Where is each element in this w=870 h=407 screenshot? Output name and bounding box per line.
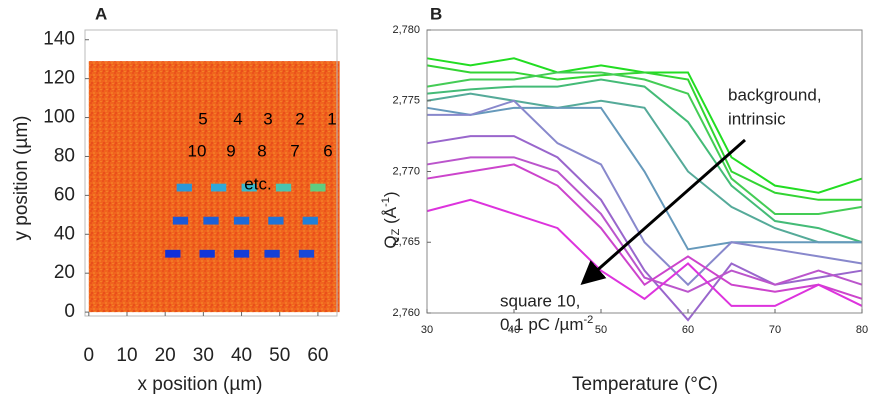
square-label: 3 [263, 109, 272, 128]
square [173, 217, 188, 225]
x-tick-label: 60 [307, 345, 328, 366]
square-label: 1 [327, 109, 336, 128]
y-tick-label: 2,765 [392, 236, 420, 248]
x-tick-label: 40 [231, 345, 252, 366]
square-label: 9 [226, 141, 235, 160]
square-label: 8 [257, 141, 266, 160]
square [203, 217, 218, 225]
y-axis-label: y position (µm) [11, 116, 32, 241]
y-label-part: ) [381, 191, 400, 197]
annotation: square 10, [500, 291, 580, 310]
y-tick-label: 100 [43, 107, 75, 128]
square-label: 4 [233, 109, 242, 128]
square [165, 250, 180, 258]
annotation-sup: -2 [584, 314, 594, 326]
square-label: 10 [188, 141, 207, 160]
y-tick-label: 2,780 [392, 24, 420, 36]
y-tick-label: 120 [43, 68, 75, 89]
annotation: intrinsic [728, 109, 786, 128]
square-label: etc. [244, 174, 271, 193]
x-tick-label: 10 [116, 345, 137, 366]
x-tick-label: 80 [856, 324, 868, 336]
panel-title: B [430, 4, 442, 23]
square-label: 2 [295, 109, 304, 128]
chart: 0 10 20 30 40 50 60 0 20 40 60 80 100 120 140 [43, 29, 339, 366]
y-label-part: (Å [381, 206, 400, 228]
y-tick-label: 20 [54, 262, 75, 283]
square [264, 250, 279, 258]
square [200, 250, 215, 258]
y-tick-label: 140 [43, 29, 75, 50]
x-tick-label: 50 [269, 345, 290, 366]
panel-title: A [95, 4, 107, 23]
x-tick-label: 60 [682, 324, 694, 336]
x-tick-label: 50 [595, 324, 607, 336]
square-label: 5 [198, 109, 207, 128]
y-tick-label: 2,760 [392, 307, 420, 319]
square [268, 217, 283, 225]
square [303, 217, 318, 225]
square [211, 184, 226, 192]
square [276, 184, 291, 192]
y-label-sup: -1 [380, 197, 392, 207]
x-tick-label: 20 [155, 345, 176, 366]
annotation: background, [728, 85, 822, 104]
panel-b: B Temperature (°C) QZ (Å-1) [380, 4, 718, 395]
x-tick-label: 30 [421, 324, 433, 336]
x-tick-label: 70 [769, 324, 781, 336]
x-tick-label: 0 [84, 345, 95, 366]
annotation-part: 0.1 pC /µm [500, 315, 584, 334]
y-tick-label: 0 [64, 301, 75, 322]
x-tick-label: 30 [193, 345, 214, 366]
square [310, 184, 325, 192]
y-tick-label: 2,770 [392, 165, 420, 177]
square [234, 217, 249, 225]
square-label: 7 [290, 141, 299, 160]
y-tick-label: 2,775 [392, 95, 420, 107]
line [427, 101, 862, 285]
y-tick-label: 40 [54, 223, 75, 244]
square-label: 6 [323, 141, 332, 160]
figure: A x position (µm) y position (µm) B Temp… [0, 0, 870, 407]
square [177, 184, 192, 192]
square [234, 250, 249, 258]
x-axis-label: x position (µm) [138, 374, 263, 395]
y-tick-label: 80 [54, 145, 75, 166]
x-axis-label: Temperature (°C) [572, 374, 718, 395]
line [427, 164, 862, 298]
arrow [585, 140, 745, 281]
annotation: 0.1 pC /µm-2 [500, 314, 593, 335]
y-tick-label: 60 [54, 184, 75, 205]
square [299, 250, 314, 258]
